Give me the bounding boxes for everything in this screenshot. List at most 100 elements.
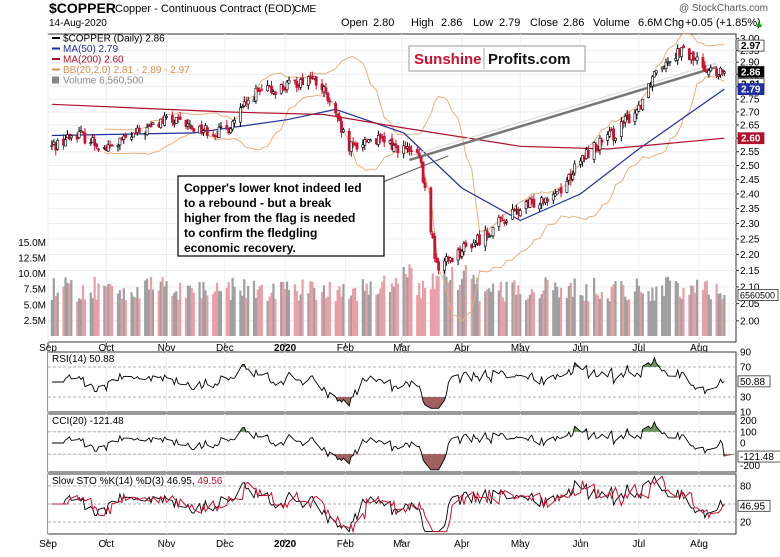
candle-body [69,135,73,139]
candle-body [188,124,192,126]
candle-body [351,142,355,144]
candle-body [326,92,330,101]
volume-bar [353,287,357,336]
volume-bar [524,300,528,336]
volume-bar [107,284,110,336]
volume-bar [258,286,261,336]
volume-bar [239,290,242,336]
volume-bar [381,281,384,336]
candle-body [285,81,289,90]
volume-bar [608,301,611,336]
candle-body [174,117,178,124]
volume-bar [326,296,329,336]
candle-body [110,144,114,147]
x-tick-label: Nov [158,539,176,550]
rsi-line-badge: 50.88 [737,375,771,388]
price-badge-label: 2.86 [741,67,761,78]
volume-bar [433,288,436,336]
candle-body [378,133,382,139]
candle-body [421,161,425,183]
price-tick-label: 2.10 [740,282,760,293]
candle-body [97,148,100,151]
volume-bar [583,300,586,336]
candle-body [256,87,260,92]
volume-bar [573,278,576,336]
volume-tick-label: 12.5M [18,253,46,264]
volume-bar [486,289,489,336]
volume-bar [635,278,638,336]
candle-body [116,145,120,147]
volume-bar [723,294,726,336]
volume-bar [97,283,100,336]
candle-body [505,220,509,223]
volume-bar [243,279,246,336]
candle-body [324,87,328,93]
candle-body [246,99,250,105]
volume-bar [653,300,656,336]
candle-body [652,71,656,78]
candle-body [722,71,726,74]
volume-bar [581,295,584,336]
volume-bar [50,299,53,336]
candle-body [701,57,705,68]
volume-bar [111,285,114,336]
volume-bar [622,285,625,336]
price-badge: 2.86 [737,65,765,78]
volume-bar [136,287,139,336]
volume-bar [569,282,572,336]
sto-d-line [51,475,725,534]
candle-body [392,144,396,152]
volume-bar [678,296,681,336]
volume-bar [324,298,328,336]
x-tick-label: Nov [158,343,176,354]
x-tick-label: Aug [690,539,708,550]
volume-bar [692,285,695,336]
volume-bar [639,291,642,336]
volume-bar [89,292,92,336]
price-tick-label: 2.35 [740,204,760,215]
sto-k-line-badge: 46.95 [737,499,771,512]
volume-bar [664,277,668,336]
volume-bar [375,294,378,336]
volume-bar [579,294,582,336]
rsi-panel: 907050301050.88 RSI(14) 50.88 [47,348,771,419]
annotation-line: higher from the flag is needed [184,211,355,225]
volume-bar [388,292,392,336]
candle-body [363,139,367,146]
volume-bar [511,282,514,336]
volume-bar [610,286,613,336]
volume-bar [682,287,685,336]
volume-bar [719,293,722,336]
candle-body [579,160,582,165]
volume-bar [157,290,160,336]
price-axis: 3.002.952.902.852.802.752.702.652.602.55… [736,34,765,327]
candle-body [483,229,487,247]
legend-entry: MA(50) 2.79 [63,44,118,55]
volume-bar [95,299,98,336]
x-tick-label: Jun [572,343,588,354]
volume-bar [593,278,596,336]
candle-body [334,103,338,114]
candle-body [497,217,501,227]
candle-body [239,107,242,123]
candle-body [450,257,454,262]
volume-bar [707,294,710,336]
volume-bar [122,288,125,336]
candle-body [417,152,421,156]
volume-bar [171,295,174,336]
volume-bar [214,291,217,336]
volume-bar [392,286,396,336]
candle-body [415,149,419,153]
candle-body [394,143,398,146]
candle-body [233,119,236,124]
volume-bar [690,285,693,336]
volume-bar [637,285,640,336]
candle-body [402,145,406,154]
candle-body [134,132,137,135]
volume-bar [132,296,135,336]
volume-value: 6.6M [638,17,662,29]
volume-bar [198,282,201,336]
volume-bar [175,291,178,336]
